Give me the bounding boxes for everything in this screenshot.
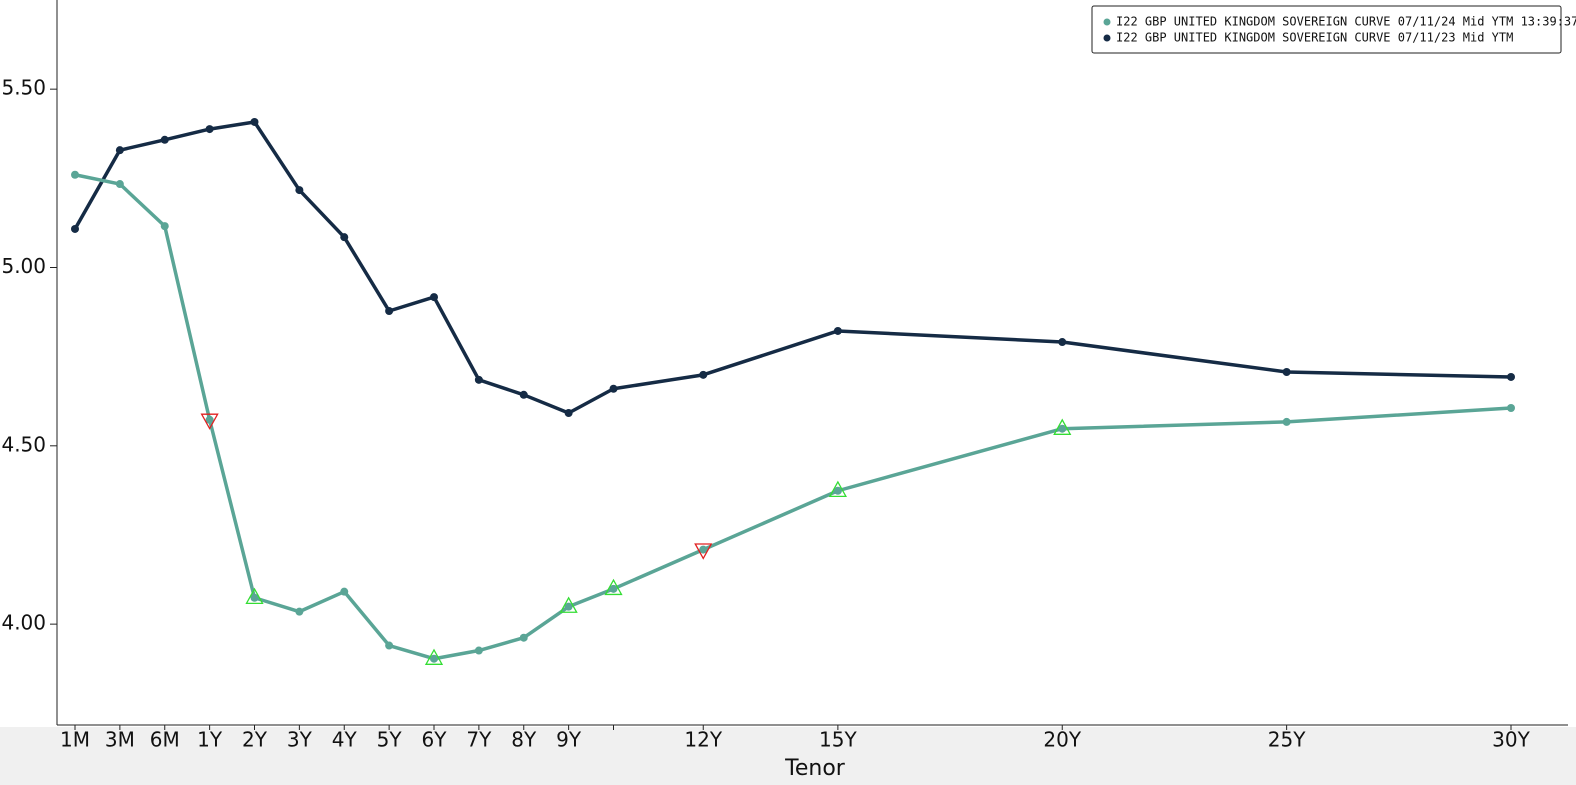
x-tick-label: 30Y [1492,728,1530,752]
data-point [699,370,708,379]
data-point [385,641,394,650]
data-point [1507,404,1515,413]
y-tick-label: 4.50 [1,432,46,456]
data-point [385,306,394,315]
up-flag [245,587,264,604]
x-tick-label: 8Y [511,728,537,752]
data-point [340,587,349,596]
data-point [474,646,483,655]
data-point [71,170,79,179]
x-tick-label: 25Y [1268,728,1306,752]
x-tick-label: 20Y [1043,728,1081,752]
data-point [1282,367,1291,376]
legend-box [1091,5,1562,54]
data-point [609,384,618,393]
legend-marker [1103,18,1111,26]
data-point [71,224,79,233]
up-flag [559,596,578,613]
data-point [1282,417,1291,426]
data-point [250,117,259,126]
x-tick-label: 3Y [287,728,313,752]
x-tick-label: 1M [60,728,90,752]
legend-label: I22 GBP UNITED KINGDOM SOVEREIGN CURVE 0… [1116,15,1576,29]
data-point [115,146,124,155]
data-point [609,584,618,593]
data-point [160,135,169,144]
legend-label: I22 GBP UNITED KINGDOM SOVEREIGN CURVE 0… [1116,31,1513,45]
legend-marker [1103,34,1111,42]
data-point [340,233,349,242]
data-point [833,326,842,335]
data-point [205,415,214,424]
up-flag [828,480,847,498]
axis-band [0,727,1576,785]
data-point [160,222,169,231]
up-flag [424,648,444,665]
data-point [474,375,483,384]
y-tick-label: 5.00 [1,254,46,278]
data-point [1058,338,1067,347]
x-tick-label: 1Y [197,728,223,752]
x-tick-label: 3M [105,728,135,752]
data-point [115,180,124,189]
y-tick-label: 5.50 [1,76,46,100]
x-tick-label: 9Y [556,728,582,752]
y-tick-label: 4.00 [1,611,46,635]
x-tick-label: 6Y [422,728,448,752]
data-point [833,486,842,495]
data-point [295,607,304,616]
x-tick-label: 15Y [819,728,857,752]
x-tick-label: 6M [150,728,180,752]
data-point [250,593,259,602]
data-point [519,390,528,399]
data-point [564,602,573,611]
x-axis-title: Tenor [784,756,846,781]
data-point [564,409,573,418]
data-point [295,186,304,195]
data-point [205,125,214,134]
series-line [74,173,1512,661]
down-flag [694,543,713,560]
data-point [430,654,438,663]
x-tick-label: 7Y [466,728,492,752]
x-tick-label: 5Y [377,728,403,752]
data-point [699,545,708,554]
data-point [519,633,528,642]
x-tick-label: 4Y [332,728,358,752]
data-point [430,293,438,302]
x-tick-label: 12Y [684,728,722,752]
data-point [1058,424,1067,433]
series-line [73,120,1512,415]
data-point [1507,372,1515,381]
up-flag [604,578,623,596]
x-tick-label: 2Y [242,728,268,752]
down-flag [200,413,219,430]
up-flag [1053,418,1072,435]
